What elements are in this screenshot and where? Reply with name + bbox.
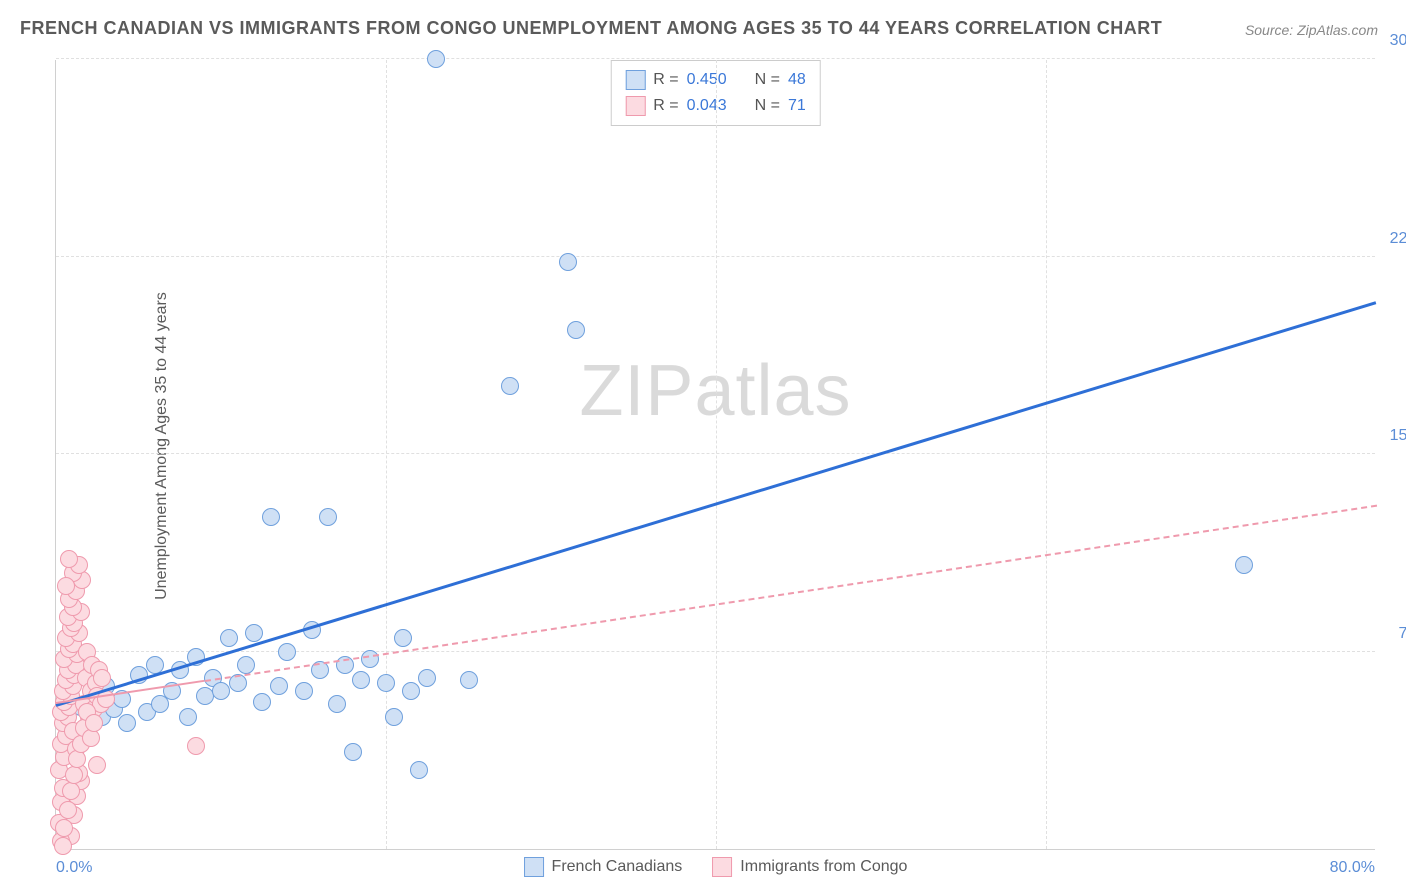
data-point: [352, 671, 370, 689]
data-point: [245, 624, 263, 642]
data-point: [253, 693, 271, 711]
data-point: [319, 508, 337, 526]
legend-label: Immigrants from Congo: [740, 858, 907, 876]
data-point: [55, 819, 73, 837]
n-label: N =: [755, 71, 780, 89]
data-point: [118, 714, 136, 732]
data-point: [196, 687, 214, 705]
data-point: [328, 695, 346, 713]
data-point: [385, 708, 403, 726]
data-point: [278, 643, 296, 661]
data-point: [377, 674, 395, 692]
n-value: 71: [788, 97, 806, 115]
data-point: [1235, 556, 1253, 574]
data-point: [559, 253, 577, 271]
data-point: [460, 671, 478, 689]
data-point: [82, 729, 100, 747]
data-point: [410, 761, 428, 779]
legend-swatch: [712, 857, 732, 877]
data-point: [270, 677, 288, 695]
n-label: N =: [755, 97, 780, 115]
watermark-zip: ZIP: [579, 351, 694, 431]
data-point: [88, 756, 106, 774]
x-axis-min-label: 0.0%: [56, 859, 92, 877]
data-point: [179, 708, 197, 726]
y-tick-label: 15.0%: [1390, 427, 1406, 445]
gridline-vertical: [1046, 60, 1047, 849]
chart-title: FRENCH CANADIAN VS IMMIGRANTS FROM CONGO…: [20, 18, 1162, 39]
data-point: [567, 321, 585, 339]
data-point: [60, 550, 78, 568]
data-point: [62, 782, 80, 800]
watermark-atlas: atlas: [694, 351, 851, 431]
legend-label: French Canadians: [552, 858, 683, 876]
r-label: R =: [653, 97, 678, 115]
data-point: [418, 669, 436, 687]
source-attribution: Source: ZipAtlas.com: [1245, 22, 1378, 38]
data-point: [68, 750, 86, 768]
gridline-horizontal: [56, 58, 1375, 59]
r-value: 0.450: [687, 71, 727, 89]
data-point: [237, 656, 255, 674]
data-point: [501, 377, 519, 395]
y-tick-label: 7.5%: [1399, 625, 1406, 643]
n-value: 48: [788, 71, 806, 89]
legend-item: Immigrants from Congo: [712, 857, 907, 877]
legend-swatch: [625, 70, 645, 90]
legend-swatch: [625, 96, 645, 116]
data-point: [220, 629, 238, 647]
gridline-vertical: [716, 60, 717, 849]
data-point: [187, 737, 205, 755]
r-value: 0.043: [687, 97, 727, 115]
data-point: [361, 650, 379, 668]
data-point: [262, 508, 280, 526]
gridline-vertical: [386, 60, 387, 849]
data-point: [344, 743, 362, 761]
data-point: [65, 766, 83, 784]
data-point: [212, 682, 230, 700]
data-point: [57, 577, 75, 595]
data-point: [295, 682, 313, 700]
plot-area: ZIPatlas R =0.450N =48R =0.043N =71 Fren…: [55, 60, 1375, 850]
legend-swatch: [524, 857, 544, 877]
data-point: [394, 629, 412, 647]
x-axis-max-label: 80.0%: [1330, 859, 1375, 877]
series-legend: French Canadians Immigrants from Congo: [524, 857, 908, 877]
y-tick-label: 30.0%: [1390, 32, 1406, 50]
trend-line: [204, 505, 1376, 682]
data-point: [54, 837, 72, 855]
data-point: [93, 669, 111, 687]
data-point: [402, 682, 420, 700]
y-tick-label: 22.5%: [1390, 230, 1406, 248]
legend-item: French Canadians: [524, 857, 683, 877]
data-point: [59, 801, 77, 819]
r-label: R =: [653, 71, 678, 89]
data-point: [85, 714, 103, 732]
data-point: [427, 50, 445, 68]
